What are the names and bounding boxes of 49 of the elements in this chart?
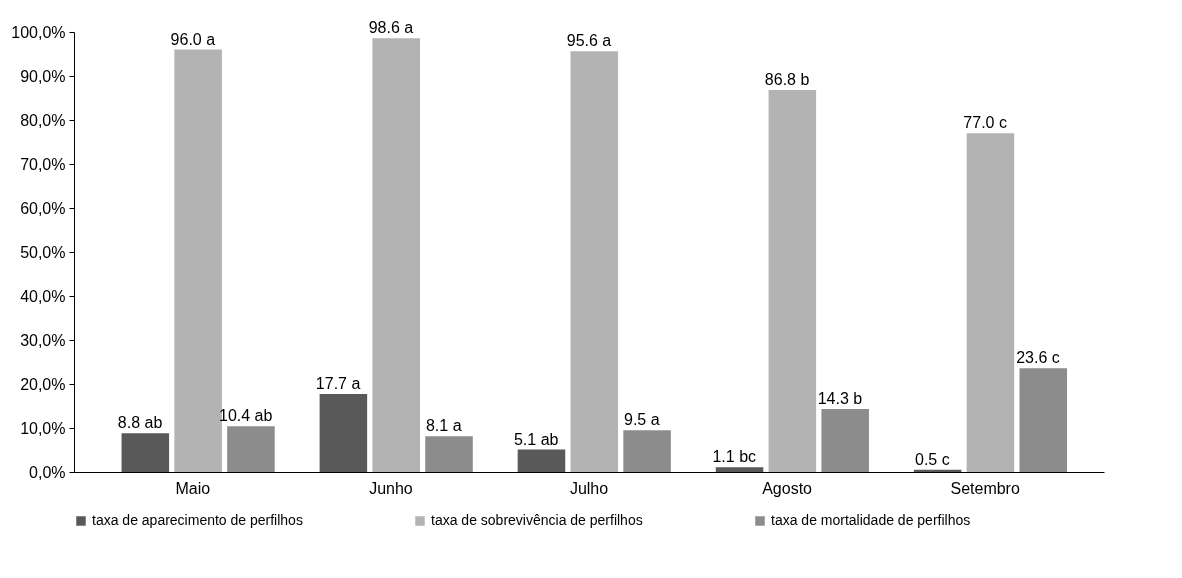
y-tick-label: 50,0% — [20, 243, 66, 261]
bar — [913, 469, 962, 472]
y-tick-label: 0,0% — [29, 463, 66, 481]
data-label: 9.5 a — [624, 411, 660, 429]
data-label: 1.1 bc — [712, 448, 757, 466]
y-tick-label: 90,0% — [20, 67, 66, 85]
legend-label: taxa de mortalidade de perfilhos — [771, 512, 971, 528]
data-label: 8.8 ab — [117, 414, 163, 432]
legend-label: taxa de sobrevivência de perfilhos — [431, 512, 643, 528]
y-tick-label: 30,0% — [20, 331, 66, 349]
x-tick-label: Agosto — [762, 479, 813, 497]
data-label: 96.0 a — [170, 30, 216, 48]
x-tick-label: Maio — [175, 479, 211, 497]
x-tick-label: Julho — [569, 479, 609, 497]
data-label: 10.4 ab — [218, 407, 273, 425]
bar — [517, 449, 566, 472]
x-tick-label: Setembro — [950, 479, 1020, 497]
bar — [623, 430, 671, 472]
bar — [966, 133, 1015, 472]
data-label: 14.3 b — [817, 390, 863, 408]
y-tick-label: 70,0% — [20, 155, 66, 173]
bar — [570, 51, 619, 472]
data-label: 5.1 ab — [513, 430, 559, 448]
bar — [425, 436, 473, 472]
data-label: 8.1 a — [425, 417, 462, 435]
bar — [319, 394, 368, 472]
y-tick-label: 80,0% — [20, 111, 66, 129]
bar — [174, 49, 222, 472]
bar — [821, 409, 869, 472]
bar — [227, 426, 275, 472]
data-label: 95.6 a — [566, 32, 612, 50]
y-tick-label: 10,0% — [20, 419, 66, 437]
bar — [768, 90, 817, 472]
bar — [121, 433, 170, 472]
data-label: 86.8 b — [764, 71, 810, 89]
data-label: 98.6 a — [368, 19, 414, 37]
data-label: 23.6 c — [1016, 349, 1060, 367]
y-tick-label: 40,0% — [20, 287, 66, 305]
y-tick-label: 100,0% — [11, 23, 66, 41]
bar — [372, 38, 420, 472]
y-tick-label: 60,0% — [20, 199, 66, 217]
bar — [1019, 368, 1068, 472]
x-tick-label: Junho — [369, 479, 413, 497]
data-label: 0.5 c — [914, 450, 950, 468]
legend-label: taxa de aparecimento de perfilhos — [92, 512, 303, 528]
data-label: 17.7 a — [315, 375, 361, 393]
bar — [715, 467, 764, 472]
y-tick-label: 20,0% — [20, 375, 66, 393]
data-label: 77.0 c — [963, 114, 1007, 132]
